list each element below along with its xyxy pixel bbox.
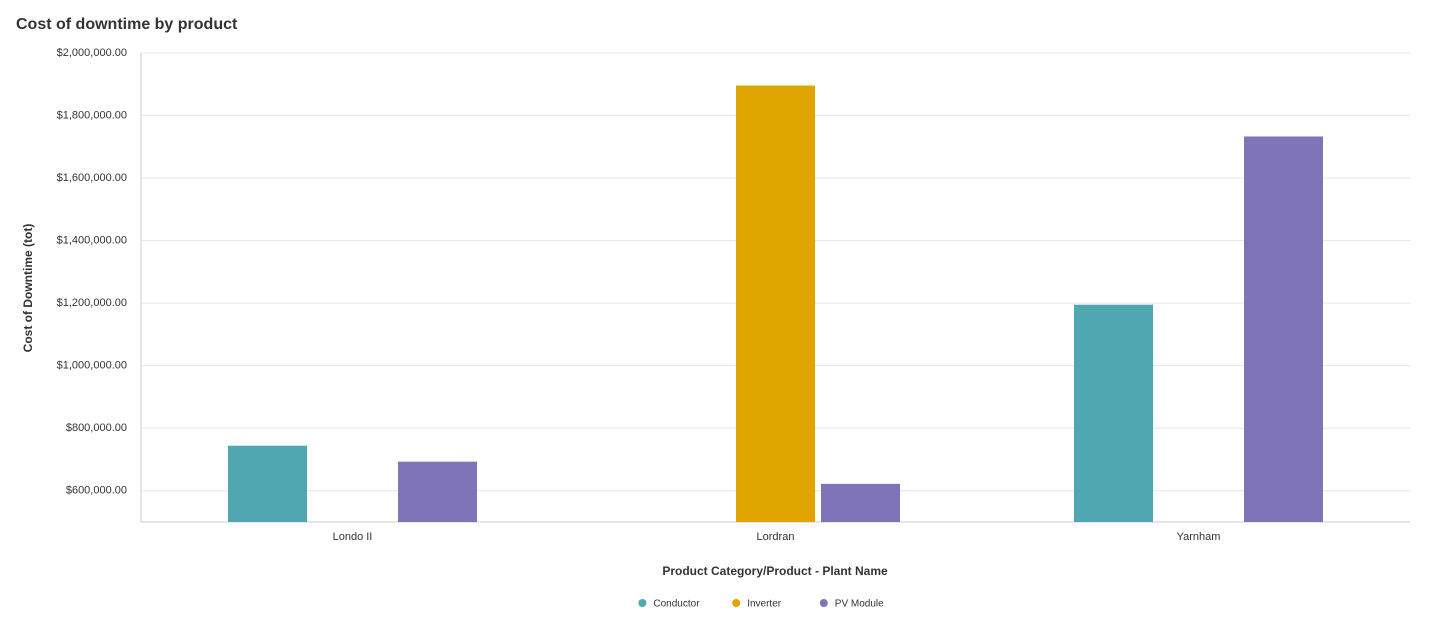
bar: [821, 483, 900, 522]
legend-marker: [732, 599, 741, 607]
legend-marker: [819, 599, 828, 607]
x-axis-label: Product Category/Product - Plant Name: [662, 564, 888, 578]
y-tick-label: $2,000,000.00: [57, 47, 127, 59]
y-tick-label: $600,000.00: [66, 485, 127, 497]
chart-title: Cost of downtime by product: [16, 16, 238, 33]
legend-label: Conductor: [653, 599, 700, 610]
legend-marker: [638, 599, 647, 607]
x-tick-label: Yarnham: [1177, 531, 1221, 543]
legend-label: Inverter: [747, 599, 782, 610]
bar: [228, 445, 307, 522]
bar: [1244, 136, 1323, 522]
y-tick-label: $800,000.00: [66, 422, 127, 434]
y-axis-label: Cost of Downtime (tot): [21, 224, 35, 353]
legend-label: PV Module: [835, 599, 884, 610]
bar: [398, 461, 477, 522]
y-tick-label: $1,200,000.00: [57, 297, 127, 309]
y-tick-label: $1,800,000.00: [57, 109, 127, 121]
y-tick-label: $1,400,000.00: [57, 235, 127, 247]
x-tick-label: Londo II: [333, 531, 373, 543]
bar: [736, 85, 815, 522]
y-tick-label: $1,000,000.00: [57, 360, 127, 372]
y-tick-label: $1,600,000.00: [57, 172, 127, 184]
x-tick-label: Lordran: [757, 531, 795, 543]
bar: [1074, 304, 1153, 522]
